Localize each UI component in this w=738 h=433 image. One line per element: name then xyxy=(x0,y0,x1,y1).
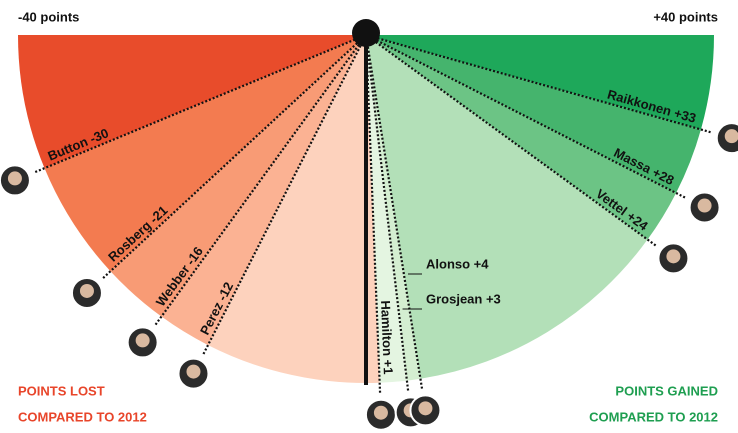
wedge xyxy=(44,35,366,272)
value-label: Grosjean +3 xyxy=(426,291,501,306)
driver-line xyxy=(100,34,367,281)
driver-line xyxy=(364,34,410,393)
wedge xyxy=(161,35,366,346)
value-label: Hamilton +1 xyxy=(378,300,396,375)
avatar-face xyxy=(7,171,22,186)
avatar-face xyxy=(418,401,433,416)
wedge xyxy=(110,35,366,317)
x-tick-label: -40 points xyxy=(18,9,79,24)
avatar-face xyxy=(186,364,201,379)
avatar-face xyxy=(135,333,150,348)
avatar-face xyxy=(724,129,738,144)
driver-line xyxy=(365,33,713,134)
wedge xyxy=(366,35,701,193)
avatar-face xyxy=(373,405,388,420)
avatar-face xyxy=(697,198,712,213)
lines xyxy=(32,33,713,395)
avatar-face xyxy=(79,283,94,298)
wedge xyxy=(366,35,407,383)
wedge xyxy=(366,35,714,130)
hub xyxy=(352,19,380,47)
wedge xyxy=(18,35,366,169)
x-tick-label: +40 points xyxy=(653,9,718,24)
wedge xyxy=(366,35,421,381)
annotation: COMPARED TO 2012 xyxy=(18,409,147,424)
wedge xyxy=(366,35,648,379)
annotation: POINTS LOST xyxy=(18,383,105,398)
driver-line xyxy=(201,34,367,357)
annotation: COMPARED TO 2012 xyxy=(589,409,718,424)
driver-line xyxy=(364,34,382,395)
driver-line xyxy=(153,34,367,327)
wedges xyxy=(18,35,714,383)
avatar-face xyxy=(666,249,681,264)
driver-line xyxy=(365,34,658,248)
value-label: Alonso +4 xyxy=(426,256,489,271)
annotation: POINTS GAINED xyxy=(615,383,718,398)
wedge xyxy=(366,35,677,240)
driver-line xyxy=(364,34,424,391)
wedge xyxy=(208,35,380,383)
